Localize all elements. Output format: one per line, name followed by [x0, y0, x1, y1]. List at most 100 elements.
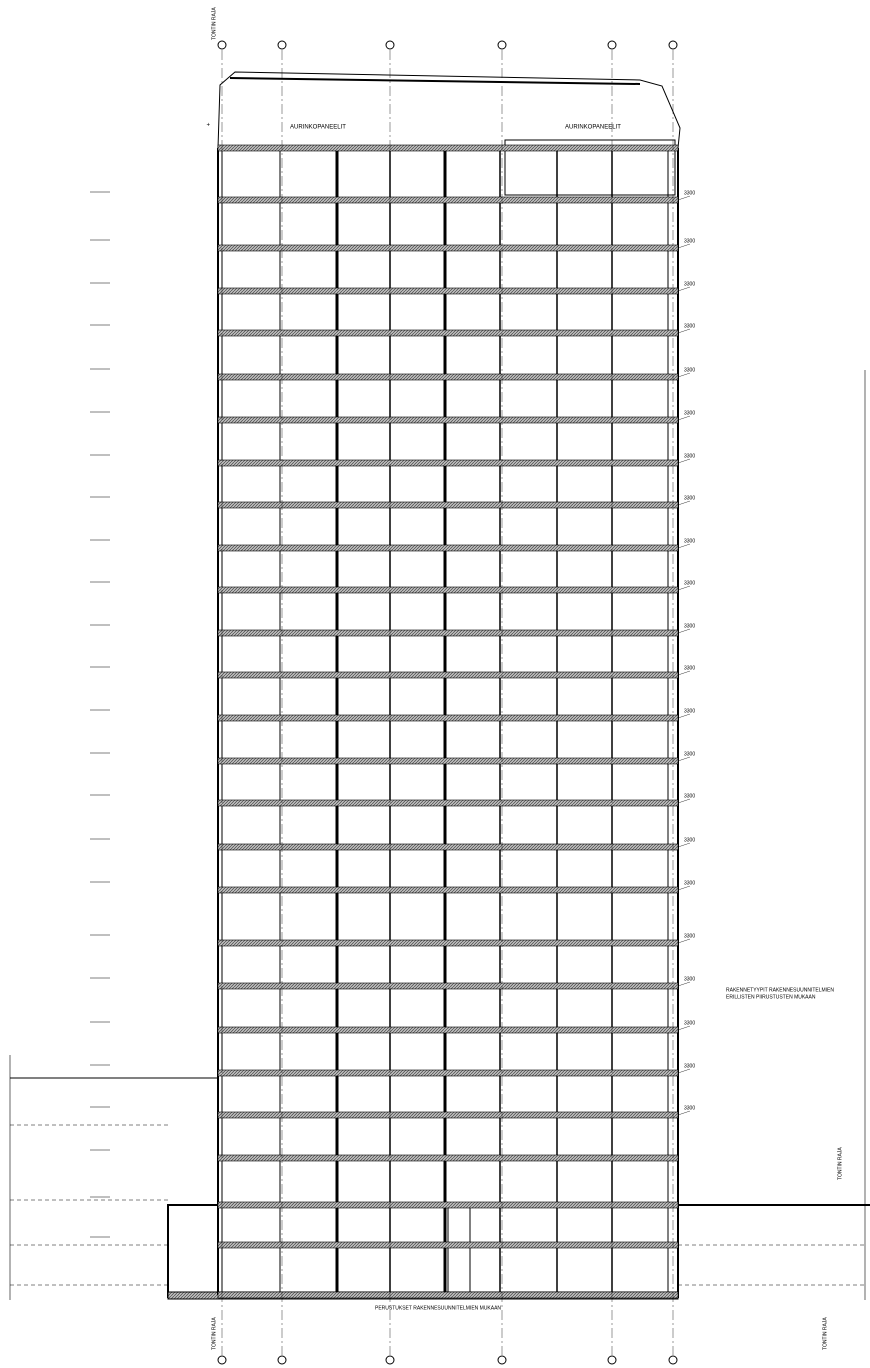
- leader: [677, 885, 691, 891]
- roof-slab: [229, 77, 641, 85]
- floor-slab: [217, 629, 679, 637]
- boundary-label: TONTIN RAJA: [211, 1317, 217, 1350]
- elevator-pit: [447, 1204, 471, 1298]
- floor-height: 3300: [684, 976, 695, 982]
- leader: [677, 195, 691, 201]
- floor-slab: [217, 757, 679, 765]
- floor-slab: [217, 329, 679, 337]
- floor-slab: [217, 244, 679, 252]
- floor-height: 3300: [684, 281, 695, 287]
- leader: [677, 938, 691, 944]
- floor-height: 3300: [684, 1105, 695, 1111]
- floor-slab: [217, 1241, 679, 1249]
- grid-bubble: [607, 40, 617, 50]
- floor-height: 3300: [684, 665, 695, 671]
- leader: [677, 798, 691, 804]
- floor-slab: [217, 586, 679, 594]
- grid-bubble: [385, 1355, 395, 1365]
- floor-slab: [217, 843, 679, 851]
- note: ERILLISTEN PIIRUSTUSTEN MUKAAN: [726, 994, 816, 1000]
- floor-height: 3300: [684, 708, 695, 714]
- grid-bubble: [385, 40, 395, 50]
- floor-height: 3300: [684, 453, 695, 459]
- leader: [677, 670, 691, 676]
- leader: [677, 842, 691, 848]
- floor-height: 3300: [684, 623, 695, 629]
- floor-slab: [217, 982, 679, 990]
- floor-slab: [217, 1026, 679, 1034]
- floor-height: 3300: [684, 238, 695, 244]
- floor-slab: [217, 714, 679, 722]
- grid-bubble: [607, 1355, 617, 1365]
- grid-bubble: [217, 1355, 227, 1365]
- leader: [677, 286, 691, 292]
- grid-bubble: [217, 40, 227, 50]
- grid-bubble: [497, 40, 507, 50]
- leader: [677, 628, 691, 634]
- foundation-note: PERUSTUKSET RAKENNESUUNNITELMIEN MUKAAN: [375, 1305, 501, 1311]
- leader: [677, 328, 691, 334]
- leader: [677, 1110, 691, 1116]
- floor-height: 3300: [684, 793, 695, 799]
- floor-slab: [217, 1069, 679, 1077]
- floor-slab: [217, 886, 679, 894]
- floor-slab: [217, 544, 679, 552]
- floor-slab: [217, 1154, 679, 1162]
- floor-slab: [217, 1201, 679, 1209]
- floor-height: 3300: [684, 880, 695, 886]
- grid-bubble: [668, 40, 678, 50]
- roof-label: AURINKOPANEELIT: [290, 125, 346, 131]
- floor-height: 3300: [684, 410, 695, 416]
- boundary-label: TONTIN RAJA: [822, 1317, 828, 1350]
- floor-height: 3300: [684, 933, 695, 939]
- floor-slab: [217, 799, 679, 807]
- grid-bubble: [668, 1355, 678, 1365]
- rooftop-room: [504, 139, 676, 196]
- leader: [677, 1068, 691, 1074]
- leader: [677, 585, 691, 591]
- leader: [677, 372, 691, 378]
- floor-slab: [217, 459, 679, 467]
- leader: [677, 415, 691, 421]
- floor-slab: [217, 671, 679, 679]
- floor-height: 3300: [684, 538, 695, 544]
- floor-slab: [217, 144, 679, 152]
- floor-height: 3300: [684, 190, 695, 196]
- floor-slab: [217, 373, 679, 381]
- floor-height: 3300: [684, 751, 695, 757]
- boundary-label: TONTIN RAJA: [837, 1147, 843, 1180]
- grid-bubble: [277, 1355, 287, 1365]
- roof-label: AURINKOPANEELIT: [565, 125, 621, 131]
- floor-slab: [217, 196, 679, 204]
- floor-slab: [217, 1291, 679, 1299]
- boundary-label: TONTIN RAJA: [211, 7, 217, 40]
- floor-height: 3300: [684, 1063, 695, 1069]
- leader: [677, 543, 691, 549]
- grid-bubble: [277, 40, 287, 50]
- floor-height: 3300: [684, 837, 695, 843]
- level-lines: [10, 1124, 865, 1286]
- leader: [677, 756, 691, 762]
- floor-height: 3300: [684, 1020, 695, 1026]
- level-mark: +: [206, 123, 210, 129]
- floor-slab: [217, 416, 679, 424]
- floor-slab: [217, 1111, 679, 1119]
- leader: [677, 1025, 691, 1031]
- leader: [677, 458, 691, 464]
- basement: [167, 1204, 679, 1298]
- note: RAKENNETYYPIT RAKENNESUUNNITELMIEN: [726, 987, 834, 993]
- floor-slab: [217, 939, 679, 947]
- leader: [677, 981, 691, 987]
- floor-height: 3300: [684, 367, 695, 373]
- floor-slab: [217, 287, 679, 295]
- grid-bubble: [497, 1355, 507, 1365]
- floor-height: 3300: [684, 580, 695, 586]
- floor-height: 3300: [684, 495, 695, 501]
- leader: [677, 500, 691, 506]
- leader: [677, 243, 691, 249]
- floor-slab: [217, 501, 679, 509]
- floor-height: 3300: [684, 323, 695, 329]
- leader: [677, 713, 691, 719]
